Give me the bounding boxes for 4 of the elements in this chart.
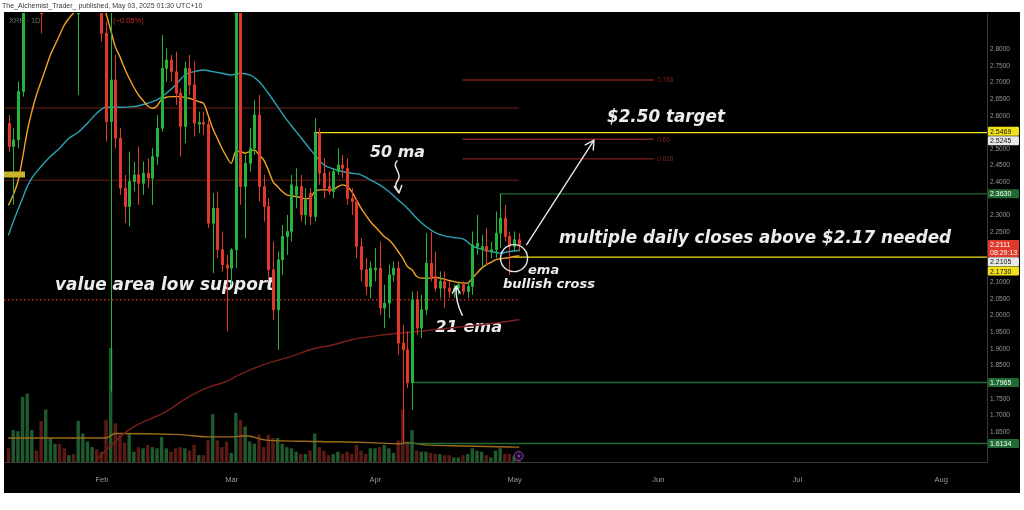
- annotation: multiple daily closes above $2.17 needed: [559, 227, 953, 247]
- annotation: 50 ma: [370, 141, 425, 161]
- annotation: $2.50 target: [607, 106, 726, 126]
- annotation: ema bullish cross: [503, 261, 596, 291]
